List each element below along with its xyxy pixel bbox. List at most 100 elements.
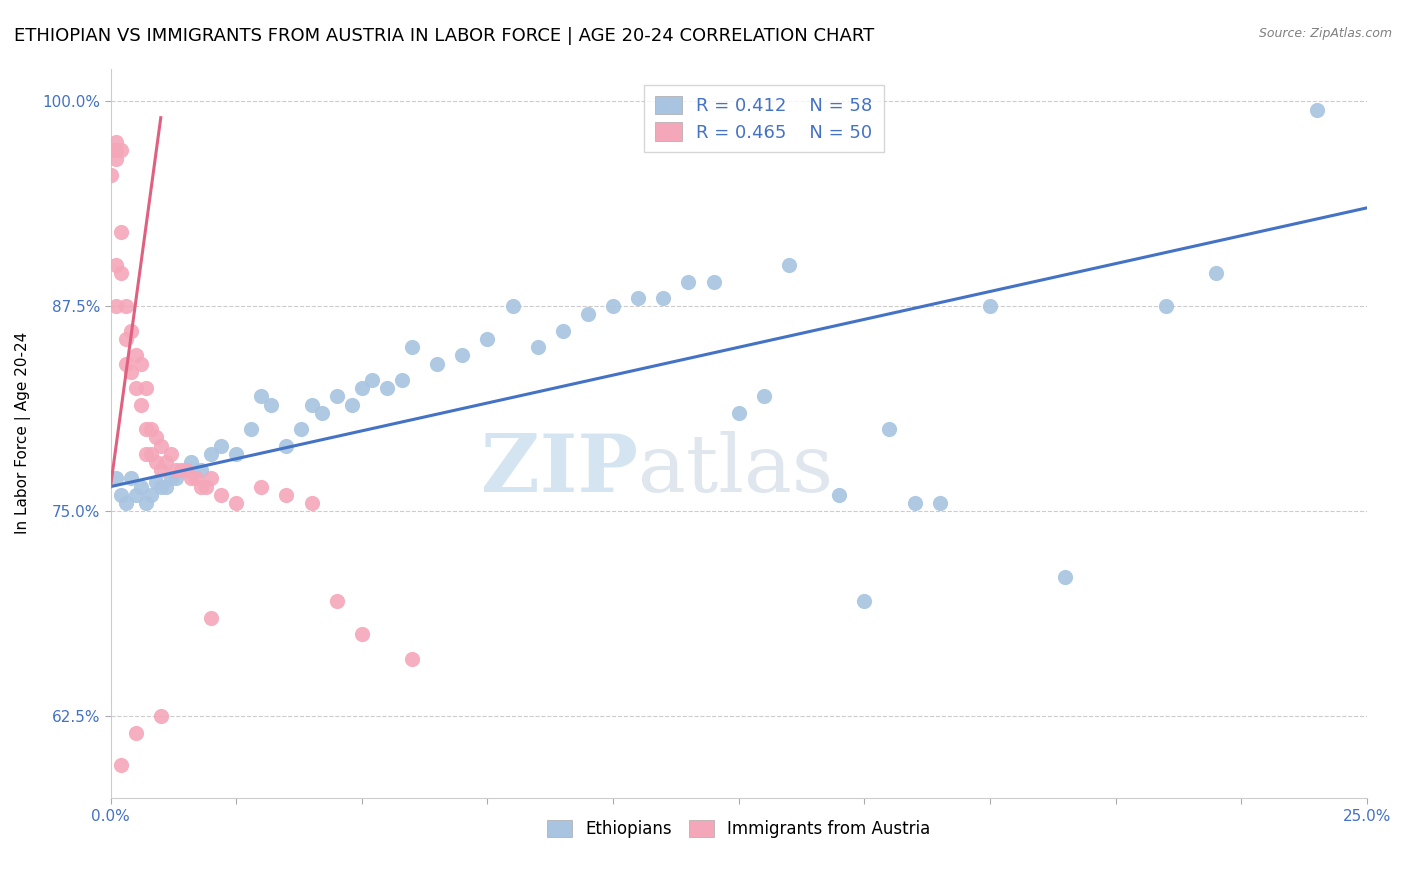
Point	[1305, 103, 1327, 117]
Point	[853, 594, 876, 608]
Point	[727, 406, 749, 420]
Point	[250, 389, 273, 403]
Point	[401, 652, 423, 666]
Point	[290, 422, 312, 436]
Point	[195, 480, 218, 494]
Point	[325, 594, 347, 608]
Point	[360, 373, 382, 387]
Point	[1154, 299, 1177, 313]
Point	[928, 496, 950, 510]
Point	[135, 496, 157, 510]
Point	[979, 299, 1001, 313]
Point	[678, 275, 700, 289]
Point	[702, 275, 724, 289]
Point	[879, 422, 901, 436]
Point	[190, 480, 212, 494]
Point	[124, 725, 146, 739]
Point	[551, 324, 574, 338]
Y-axis label: In Labor Force | Age 20-24: In Labor Force | Age 20-24	[15, 332, 31, 534]
Point	[240, 422, 263, 436]
Point	[104, 299, 127, 313]
Point	[576, 308, 599, 322]
Point	[160, 471, 183, 485]
Point	[170, 463, 193, 477]
Point	[325, 389, 347, 403]
Point	[124, 381, 146, 395]
Point	[139, 488, 162, 502]
Point	[120, 324, 142, 338]
Point	[129, 480, 152, 494]
Point	[778, 258, 800, 272]
Point	[120, 365, 142, 379]
Point	[652, 291, 675, 305]
Text: Source: ZipAtlas.com: Source: ZipAtlas.com	[1258, 27, 1392, 40]
Point	[110, 226, 132, 240]
Point	[209, 439, 232, 453]
Point	[139, 447, 162, 461]
Point	[149, 709, 172, 723]
Point	[104, 152, 127, 166]
Point	[145, 430, 167, 444]
Point	[200, 611, 222, 625]
Point	[110, 758, 132, 772]
Point	[180, 471, 202, 485]
Point	[124, 488, 146, 502]
Point	[526, 340, 548, 354]
Point	[174, 463, 197, 477]
Point	[350, 627, 373, 641]
Point	[165, 463, 187, 477]
Point	[260, 398, 283, 412]
Point	[451, 348, 474, 362]
Point	[155, 455, 177, 469]
Point	[104, 258, 127, 272]
Point	[114, 496, 136, 510]
Point	[174, 463, 197, 477]
Point	[110, 488, 132, 502]
Point	[1205, 267, 1227, 281]
Point	[129, 357, 152, 371]
Legend: Ethiopians, Immigrants from Austria: Ethiopians, Immigrants from Austria	[540, 813, 936, 845]
Point	[145, 475, 167, 489]
Point	[200, 471, 222, 485]
Point	[426, 357, 449, 371]
Point	[110, 144, 132, 158]
Text: ZIP: ZIP	[481, 431, 638, 508]
Point	[149, 480, 172, 494]
Point	[401, 340, 423, 354]
Point	[903, 496, 925, 510]
Point	[276, 439, 298, 453]
Point	[627, 291, 650, 305]
Point	[225, 447, 247, 461]
Text: atlas: atlas	[638, 431, 834, 508]
Point	[276, 488, 298, 502]
Point	[225, 496, 247, 510]
Point	[110, 267, 132, 281]
Point	[114, 299, 136, 313]
Point	[104, 136, 127, 150]
Point	[155, 480, 177, 494]
Point	[104, 471, 127, 485]
Point	[301, 398, 323, 412]
Point	[190, 463, 212, 477]
Point	[100, 144, 122, 158]
Point	[104, 144, 127, 158]
Point	[200, 447, 222, 461]
Point	[209, 488, 232, 502]
Text: ETHIOPIAN VS IMMIGRANTS FROM AUSTRIA IN LABOR FORCE | AGE 20-24 CORRELATION CHAR: ETHIOPIAN VS IMMIGRANTS FROM AUSTRIA IN …	[14, 27, 875, 45]
Point	[311, 406, 333, 420]
Point	[124, 348, 146, 362]
Point	[135, 422, 157, 436]
Point	[100, 168, 122, 182]
Point	[752, 389, 775, 403]
Point	[1054, 570, 1077, 584]
Point	[184, 471, 207, 485]
Point	[149, 463, 172, 477]
Point	[149, 439, 172, 453]
Point	[135, 447, 157, 461]
Point	[391, 373, 413, 387]
Point	[139, 422, 162, 436]
Point	[114, 332, 136, 346]
Point	[160, 447, 183, 461]
Point	[340, 398, 363, 412]
Point	[180, 455, 202, 469]
